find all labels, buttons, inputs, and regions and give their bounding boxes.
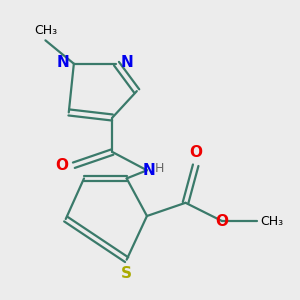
Text: CH₃: CH₃ (34, 24, 57, 37)
Text: O: O (189, 145, 202, 160)
Text: S: S (121, 266, 132, 281)
Text: O: O (216, 214, 229, 229)
Text: H: H (155, 162, 164, 175)
Text: N: N (143, 163, 156, 178)
Text: N: N (121, 55, 133, 70)
Text: N: N (57, 55, 70, 70)
Text: O: O (55, 158, 68, 173)
Text: CH₃: CH₃ (261, 214, 284, 228)
